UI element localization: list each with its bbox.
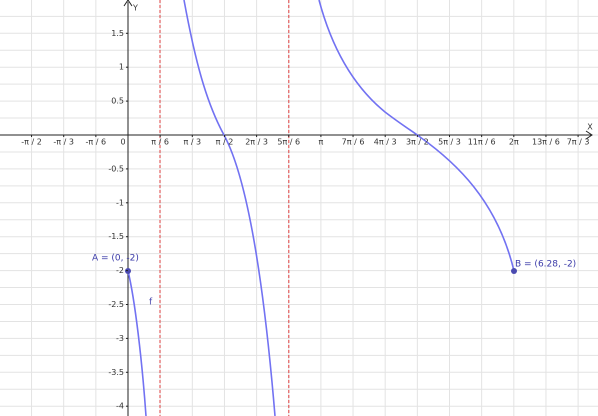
x-tick-label: π / 2 [216, 138, 234, 147]
x-tick-label: π / 6 [151, 138, 169, 147]
x-tick-label: 2π / 3 [245, 138, 268, 147]
function-curve[interactable] [183, 0, 276, 416]
y-tick-label: -3.5 [108, 368, 124, 377]
y-tick-label: -3 [116, 334, 124, 343]
y-tick-label: -2.5 [108, 300, 124, 309]
x-tick-label: 7π / 6 [342, 138, 365, 147]
x-tick-label: 4π / 3 [374, 138, 397, 147]
point[interactable] [511, 268, 517, 274]
function-label[interactable]: f [149, 298, 153, 308]
x-tick-label: 0 [120, 138, 125, 147]
x-tick-label: -π / 2 [21, 138, 42, 147]
x-tick-label: 13π / 6 [532, 138, 560, 147]
x-tick-label: π / 3 [183, 138, 201, 147]
x-axis-arrow [585, 130, 593, 140]
x-tick-label: 5π / 3 [438, 138, 461, 147]
function-curve[interactable] [127, 270, 147, 416]
y-tick-label: -2 [116, 266, 124, 275]
y-tick-label: 1.5 [111, 29, 124, 38]
y-tick-label: -4 [116, 402, 124, 411]
function-curve[interactable] [318, 0, 515, 272]
x-tick-label: 11π / 6 [468, 138, 496, 147]
y-tick-label: -1 [116, 198, 124, 207]
y-axis-label: Y [132, 4, 138, 13]
y-tick-label: -0.5 [108, 164, 124, 173]
point-label[interactable]: B = (6.28, -2) [515, 260, 576, 270]
x-tick-label: 2π [509, 138, 519, 147]
x-axis-label: X [587, 123, 593, 132]
y-tick-label: 0.5 [111, 97, 124, 106]
x-tick-label: -π / 3 [53, 138, 74, 147]
point-label[interactable]: A = (0, -2) [92, 254, 139, 264]
y-tick-label: -1.5 [108, 232, 124, 241]
y-tick-label: 1 [119, 63, 124, 72]
x-tick-label: 5π / 6 [277, 138, 300, 147]
y-axis-arrow [123, 0, 133, 7]
x-tick-label: 3π / 2 [406, 138, 429, 147]
x-tick-label: 7π / 3 [567, 138, 590, 147]
x-tick-label: π [318, 138, 323, 147]
x-tick-label: -π / 6 [86, 138, 107, 147]
